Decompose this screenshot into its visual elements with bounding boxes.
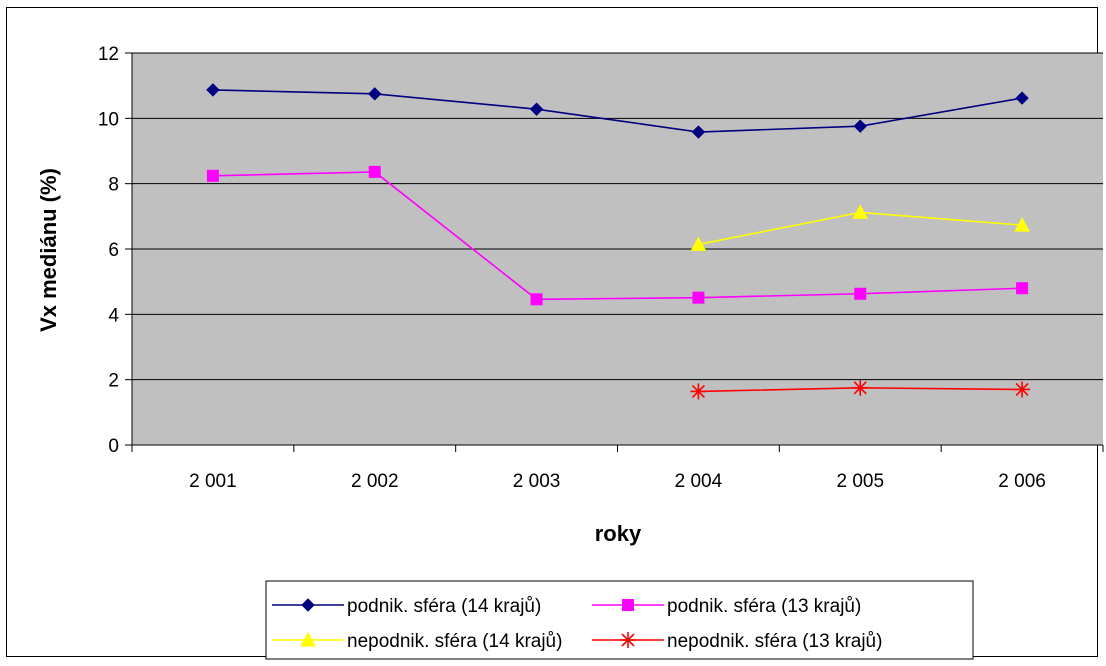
x-tick-label: 2 001: [189, 471, 237, 492]
series-line: [212, 171, 1023, 301]
data-point: [854, 287, 867, 300]
y-tick-label: 10: [98, 109, 119, 130]
data-point: [1015, 91, 1029, 105]
data-point: [852, 379, 869, 396]
series-line: [212, 89, 1023, 133]
data-point: [853, 119, 867, 133]
data-point: [852, 204, 869, 219]
legend: podnik. sféra (14 krajů) podnik. sféra (1…: [265, 580, 974, 660]
legend-label: podnik. sféra (14 krajů): [347, 596, 541, 617]
data-point: [690, 236, 707, 251]
series-1: [206, 83, 1029, 139]
y-tick-label: 4: [108, 305, 119, 326]
series-2: [206, 165, 1029, 306]
legend-label: podnik. sféra (13 krajů): [667, 596, 861, 617]
legend-item: podnik. sféra (14 krajů): [272, 596, 541, 617]
x-tick-label: 2 002: [351, 471, 399, 492]
legend-marker: [300, 631, 316, 647]
series-3: [690, 204, 1030, 251]
y-tick-label: 2: [108, 371, 119, 392]
y-tick-label: 12: [98, 44, 119, 65]
x-tick-label: 2 003: [513, 471, 561, 492]
legend-marker: [622, 599, 634, 611]
series-4: [690, 379, 1031, 400]
data-point: [206, 169, 219, 182]
data-point: [1014, 217, 1030, 232]
x-tick-label: 2 005: [836, 471, 884, 492]
y-tick-label: 6: [108, 240, 119, 261]
series-layer: [206, 83, 1031, 400]
axes: [125, 52, 1104, 452]
data-point: [530, 293, 543, 306]
data-point: [368, 165, 381, 178]
data-point: [368, 87, 382, 101]
data-point: [691, 125, 706, 139]
legend-label: nepodnik. sféra (13 krajů): [667, 631, 882, 652]
y-tick-label: 8: [108, 175, 119, 196]
x-tick-labels: 2 001 2 002 2 003 2 004 2 005 2 006: [189, 471, 1046, 492]
legend-item: nepodnik. sféra (14 krajů): [272, 631, 562, 652]
y-tick-labels: 0 2 4 6 8 10 12: [98, 44, 120, 457]
data-point: [1016, 282, 1029, 295]
legend-marker: [301, 598, 315, 612]
data-point: [1014, 381, 1031, 398]
data-point: [206, 83, 220, 97]
data-point: [692, 291, 705, 304]
y-tick-label: 0: [108, 436, 119, 457]
legend-item: podnik. sféra (13 krajů): [592, 596, 861, 617]
x-axis-title: roky: [595, 521, 642, 546]
x-tick-label: 2 006: [998, 471, 1046, 492]
data-point: [529, 102, 544, 116]
gridlines: [132, 52, 1103, 381]
legend-item: nepodnik. sféra (13 krajů): [592, 631, 882, 652]
data-point: [690, 383, 707, 400]
legend-marker: [620, 632, 636, 648]
legend-box: [265, 580, 974, 660]
y-axis-title: Vx mediánu (%): [36, 168, 61, 332]
x-tick-label: 2 004: [675, 471, 723, 492]
legend-label: nepodnik. sféra (14 krajů): [347, 631, 562, 652]
